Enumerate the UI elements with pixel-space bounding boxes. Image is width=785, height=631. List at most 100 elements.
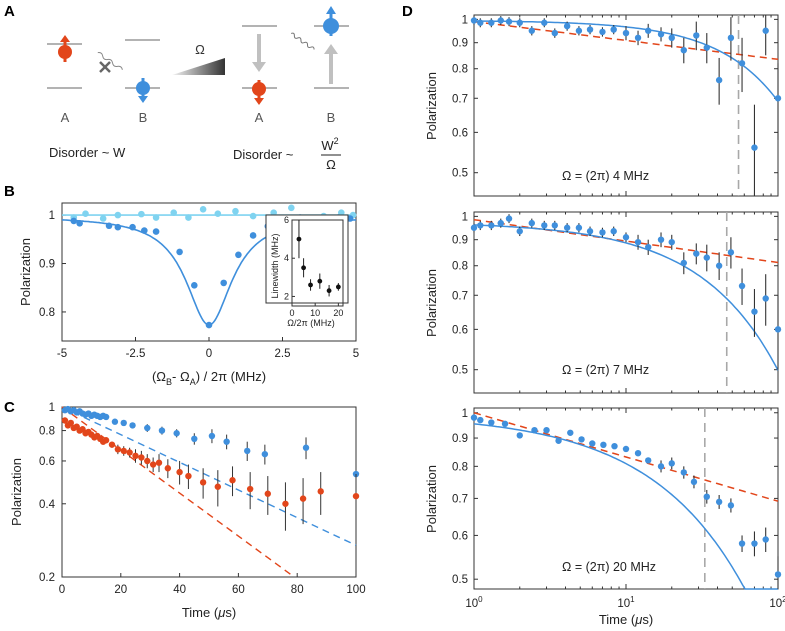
b-xtick-label: 2.5 bbox=[275, 348, 291, 360]
c-xtick-label: 80 bbox=[291, 584, 304, 596]
panel-c-xlabel: Time (μs) bbox=[182, 605, 236, 620]
d2-ytick-label: 0.8 bbox=[452, 261, 468, 273]
b-offresonant-point bbox=[138, 210, 145, 218]
inset-point bbox=[296, 236, 302, 242]
panel-c-decay: 0 20 40 60 80 100 0.2 0.4 0.6 0.8 1 Polarization T… bbox=[9, 402, 366, 620]
b-xtick-label: 0 bbox=[206, 348, 212, 360]
c-ytick-label: 0.4 bbox=[39, 499, 56, 511]
inset-xtick-label: 0 bbox=[289, 308, 294, 318]
d3-point bbox=[774, 571, 782, 578]
inset-ytick-label: 2 bbox=[284, 291, 289, 301]
b-resonant-point bbox=[191, 282, 198, 289]
d2-point bbox=[645, 243, 652, 251]
spin-up-red-icon bbox=[58, 35, 72, 62]
c-red-point bbox=[108, 441, 116, 448]
d2-point bbox=[610, 228, 617, 235]
c-red-point bbox=[132, 452, 139, 460]
c-red-point bbox=[246, 485, 254, 493]
c-red-point bbox=[299, 495, 307, 502]
c-blue-point bbox=[208, 432, 216, 440]
d3-point bbox=[680, 469, 687, 476]
d3-point bbox=[738, 540, 746, 547]
d2-fit-curve bbox=[473, 224, 779, 371]
d3-fit-curve bbox=[473, 423, 778, 590]
d1-point bbox=[528, 27, 535, 34]
d2-point bbox=[634, 238, 642, 246]
b-resonant-point bbox=[141, 227, 148, 234]
spin-down-red-icon bbox=[252, 80, 266, 105]
panel-d1-ylabel: Polarization bbox=[424, 72, 439, 140]
c-blue-point bbox=[111, 418, 119, 425]
spin-up-blue-icon bbox=[323, 6, 339, 36]
c-red-point bbox=[114, 446, 122, 453]
d1-point bbox=[497, 17, 504, 24]
c-ytick-label: 1 bbox=[49, 402, 55, 414]
b-ytick-label: 0.8 bbox=[39, 307, 55, 319]
d2-point bbox=[497, 219, 504, 227]
panel-d-xlabel: Time (μs) bbox=[599, 612, 653, 627]
d3-ytick-label: 0.6 bbox=[452, 530, 468, 542]
b-resonant-point bbox=[105, 222, 113, 230]
site-b-label-left: B bbox=[139, 110, 148, 125]
b-resonant-point bbox=[70, 217, 78, 225]
d1-ytick-label: 0.5 bbox=[452, 168, 468, 180]
site-a-label-left: A bbox=[61, 110, 70, 125]
inset-ytick-label: 4 bbox=[284, 253, 289, 263]
b-offresonant-point bbox=[152, 214, 160, 221]
c-red-point bbox=[352, 492, 360, 500]
spin-down-blue-icon bbox=[136, 78, 150, 103]
d1-ytick-label: 0.8 bbox=[452, 64, 468, 76]
panel-b-xlabel: (ΩB- ΩA) / 2π (MHz) bbox=[152, 369, 266, 387]
d2-point bbox=[541, 222, 548, 229]
b-resonant-point bbox=[76, 220, 83, 227]
d1-point bbox=[470, 17, 478, 24]
c-blue-point bbox=[144, 424, 151, 432]
c-ytick-label: 0.2 bbox=[39, 572, 55, 584]
d2-point bbox=[516, 228, 523, 235]
c-red-point bbox=[199, 479, 207, 486]
d2-ytick-label: 0.7 bbox=[452, 290, 468, 302]
inset-xtick-label: 10 bbox=[310, 308, 320, 318]
d3-ytick-label: 0.5 bbox=[452, 574, 468, 586]
d1-point bbox=[477, 19, 484, 26]
d3-point bbox=[488, 419, 495, 426]
c-blue-point bbox=[302, 444, 310, 451]
panel-b-ylabel: Polarization bbox=[18, 238, 33, 306]
d2-point bbox=[528, 219, 535, 227]
c-ytick-label: 0.6 bbox=[39, 456, 55, 468]
c-red-point bbox=[176, 468, 183, 476]
d3-point bbox=[531, 426, 538, 434]
d1-point bbox=[762, 27, 769, 34]
inset-point bbox=[326, 288, 332, 294]
c-xtick-label: 20 bbox=[114, 584, 127, 596]
d3-xtick-label: 101 bbox=[617, 595, 635, 610]
d3-point bbox=[751, 540, 758, 547]
d1-point bbox=[563, 22, 571, 30]
d1-ytick-label: 1 bbox=[462, 14, 468, 26]
d3-point bbox=[634, 449, 642, 457]
d1-power-law-line bbox=[473, 20, 779, 61]
d2-point bbox=[477, 222, 484, 229]
d1-point bbox=[610, 26, 617, 33]
d2-point bbox=[505, 215, 513, 222]
c-blue-point bbox=[191, 435, 198, 443]
b-offresonant-point bbox=[214, 210, 222, 217]
d1-point bbox=[488, 19, 495, 26]
c-red-point bbox=[155, 459, 163, 466]
d2-point bbox=[488, 222, 495, 229]
d2-point bbox=[563, 224, 571, 231]
b-offresonant-point bbox=[338, 209, 345, 216]
c-blue-fit-line bbox=[61, 406, 357, 546]
d2-ytick-label: 1 bbox=[462, 211, 468, 223]
d3-point bbox=[600, 441, 607, 449]
b-offresonant-point bbox=[99, 215, 107, 222]
b-xtick-label: -2.5 bbox=[126, 348, 146, 360]
d2-point bbox=[715, 262, 723, 269]
b-offresonant-point bbox=[288, 204, 295, 212]
inset-point bbox=[301, 265, 306, 271]
disorder-right-denominator: Ω bbox=[326, 157, 336, 172]
d2-point bbox=[762, 295, 769, 302]
down-arrow-grey-icon bbox=[252, 34, 266, 72]
c-red-point bbox=[120, 447, 127, 455]
